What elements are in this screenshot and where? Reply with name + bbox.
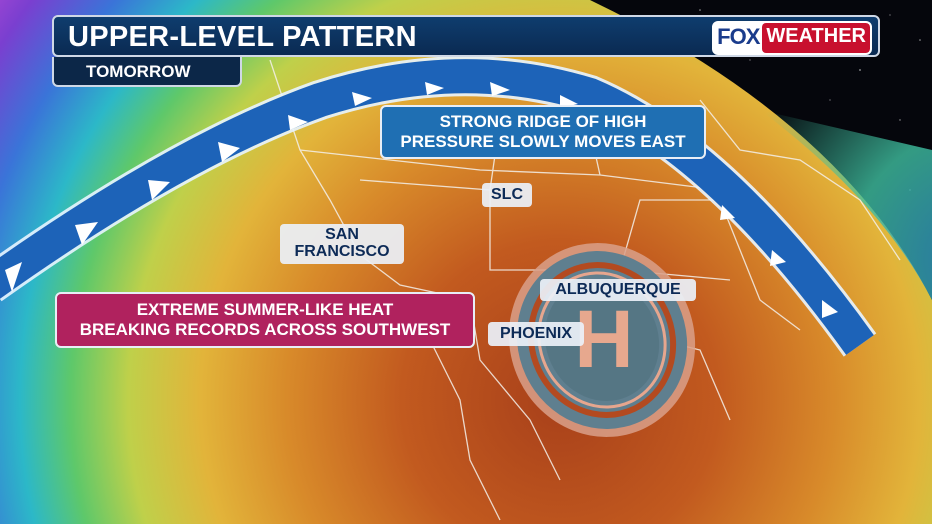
high-pressure-symbol: H [574, 294, 633, 385]
eastern-cool-region [760, 110, 932, 300]
city-label-phoenix: PHOENIX [488, 322, 584, 346]
logo-weather: WEATHER [762, 23, 870, 53]
fox-weather-logo: FOX WEATHER [712, 21, 872, 55]
logo-fox: FOX [714, 23, 763, 53]
city-label-slc: SLC [482, 183, 532, 207]
city-name-line-1: SAN [325, 226, 359, 243]
city-label-san-francisco: SAN FRANCISCO [280, 224, 404, 264]
subtitle: TOMORROW [86, 62, 191, 81]
city-name: SLC [491, 186, 523, 203]
heat-line-2: BREAKING RECORDS ACROSS SOUTHWEST [79, 320, 451, 340]
city-name-line-2: FRANCISCO [294, 242, 390, 260]
city-label-albuquerque: ALBUQUERQUE [540, 279, 696, 301]
ridge-callout: STRONG RIDGE OF HIGH PRESSURE SLOWLY MOV… [380, 105, 706, 159]
page-title: UPPER-LEVEL PATTERN [68, 21, 417, 53]
header-bar: UPPER-LEVEL PATTERN FOX WEATHER [52, 15, 880, 57]
heat-line-1: EXTREME SUMMER-LIKE HEAT [136, 300, 394, 319]
ridge-line-1: STRONG RIDGE OF HIGH [439, 112, 647, 131]
city-name: PHOENIX [499, 325, 572, 342]
subtitle-tab: TOMORROW [52, 57, 242, 87]
city-name: ALBUQUERQUE [555, 281, 681, 298]
heat-callout: EXTREME SUMMER-LIKE HEAT BREAKING RECORD… [55, 292, 475, 348]
ridge-line-2: PRESSURE SLOWLY MOVES EAST [400, 132, 686, 152]
